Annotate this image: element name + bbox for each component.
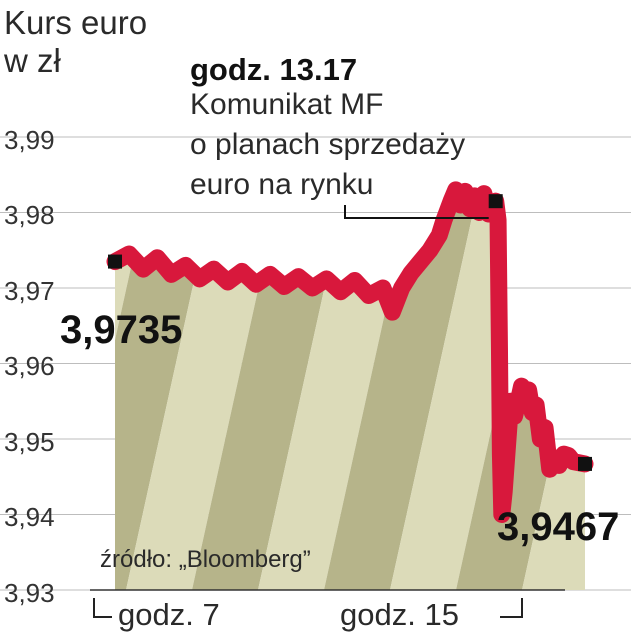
annotation-line-3: euro na rynku [190, 168, 374, 201]
y-tick-label: 3,97 [4, 276, 55, 306]
y-tick-label: 3,95 [4, 427, 55, 457]
annotation-leader-line [344, 205, 489, 219]
y-tick-label: 3,99 [4, 125, 55, 155]
x-bracket-left [93, 598, 112, 618]
x-label-end: godz. 15 [340, 597, 459, 632]
annotation-line-1: Komunikat MF [190, 88, 384, 121]
y-tick-label: 3,98 [4, 200, 55, 230]
series-line [106, 181, 594, 523]
area-slat [324, 189, 483, 590]
area-slat [522, 189, 585, 590]
chart-title-line-1: Kurs euro [4, 4, 148, 41]
y-tick-label: 3,94 [4, 502, 55, 532]
x-bracket-right [500, 598, 523, 618]
annotation-marker [488, 194, 503, 209]
end-marker [578, 456, 592, 471]
y-tick-label: 3,93 [4, 578, 55, 608]
start-value-label: 3,9735 [60, 308, 183, 352]
y-tick-label: 3,96 [4, 351, 55, 381]
annotation-time: godz. 13.17 [190, 52, 358, 87]
x-label-start: godz. 7 [118, 597, 220, 632]
chart-title-line-2: w zł [4, 42, 61, 79]
annotation-line-2: o planach sprzedaży [190, 128, 466, 161]
end-value-label: 3,9467 [497, 505, 620, 549]
start-marker [108, 254, 122, 269]
source-label: źródło: „Bloomberg” [100, 546, 311, 573]
